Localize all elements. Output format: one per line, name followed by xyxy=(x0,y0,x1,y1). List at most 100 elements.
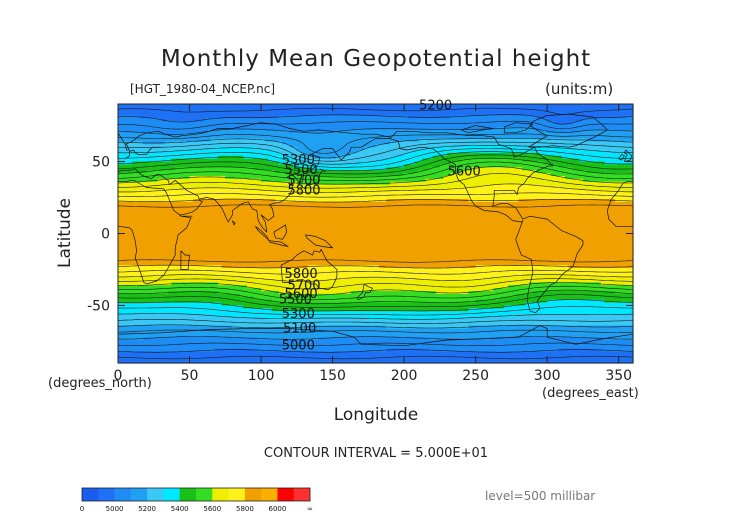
colorbar-label-3: 5400 xyxy=(171,505,189,513)
coastline-17 xyxy=(125,122,390,145)
coastline-2 xyxy=(117,168,203,217)
colorbar-cell-5 xyxy=(163,488,181,501)
contour-line-5500 xyxy=(117,157,634,305)
coastline-11 xyxy=(528,113,608,148)
contour-line-5450 xyxy=(117,154,634,308)
coastline-5 xyxy=(280,248,338,290)
contour-label-5300: 5300 xyxy=(282,153,315,168)
x-tick-label-50: 50 xyxy=(181,368,199,384)
coastline-7 xyxy=(273,224,288,240)
contour-label-5800: 5800 xyxy=(287,183,320,198)
colorbar-cell-11 xyxy=(261,488,278,501)
x-tick-label-100: 100 xyxy=(248,368,275,384)
x-axis-unit-label: (degrees_east) xyxy=(542,386,639,401)
colorbar-label-5: 5800 xyxy=(236,505,254,513)
coastline-8 xyxy=(305,234,333,249)
contour-lines xyxy=(117,107,634,360)
contour-label-5300: 5300 xyxy=(282,307,315,322)
contour-line-5650 xyxy=(117,173,633,290)
coastline-1 xyxy=(606,181,633,227)
colorbar-frame xyxy=(81,487,311,502)
axis-ticks: 0 50 100 150 200 250 300 350 50 0 -50 xyxy=(87,104,633,384)
x-tick-label-250: 250 xyxy=(462,368,489,384)
contour-line-5250 xyxy=(117,141,634,324)
colorbar-cell-1 xyxy=(98,488,115,501)
coastline-3 xyxy=(199,138,390,233)
coastline-21 xyxy=(117,325,634,347)
colorbar-cell-6 xyxy=(179,488,197,501)
coastline-13 xyxy=(460,125,494,134)
contour-line-5100 xyxy=(117,127,633,340)
coastline-15 xyxy=(618,154,625,161)
x-tick-label-200: 200 xyxy=(391,368,418,384)
coastlines xyxy=(117,113,634,347)
coastline-10 xyxy=(389,130,584,313)
colorbar-label-6: 6000 xyxy=(268,505,286,513)
contour-label-5200: 5200 xyxy=(419,98,452,113)
x-tick-label-300: 300 xyxy=(534,368,561,384)
units-label: (units:m) xyxy=(545,80,614,98)
colorbar-cell-4 xyxy=(147,488,164,501)
contour-line-5300 xyxy=(118,145,634,320)
colorbar-label-7: ∞ xyxy=(307,505,313,513)
y-tick-label--50: -50 xyxy=(87,298,110,314)
contour-label-5800: 5800 xyxy=(285,267,318,282)
coastline-16 xyxy=(125,146,161,159)
contour-label-5600: 5600 xyxy=(448,165,481,180)
colorbar-cell-12 xyxy=(277,488,295,501)
colorbar-label-4: 5600 xyxy=(203,505,221,513)
y-tick-label-0: 0 xyxy=(101,227,110,243)
contour-line-5750 xyxy=(117,192,634,275)
contour-line-5850 xyxy=(117,204,634,263)
contour-line-5700 xyxy=(118,183,634,282)
coastline-14 xyxy=(624,149,632,162)
y-tick-label-50: 50 xyxy=(92,155,110,171)
contour-fill-field xyxy=(118,104,634,364)
contour-line-5400 xyxy=(117,151,634,312)
coastline-4 xyxy=(303,168,326,190)
coastline-20 xyxy=(232,220,236,226)
colorbar-cell-7 xyxy=(196,488,213,501)
colorbar-cell-13 xyxy=(293,488,311,501)
contour-label-5700: 5700 xyxy=(287,173,320,188)
contour-label-5500: 5500 xyxy=(285,163,318,178)
x-axis-label: Longitude xyxy=(333,405,419,425)
contour-line-4950 xyxy=(117,107,634,360)
coastline-12 xyxy=(503,122,534,134)
colorbar-cell-2 xyxy=(114,488,132,501)
x-tick-label-350: 350 xyxy=(605,368,632,384)
colorbar-label-2: 5200 xyxy=(138,505,156,513)
contour-labels: 5200530055005700580056005800570056005500… xyxy=(279,98,481,353)
colorbar-label-1: 5000 xyxy=(106,505,124,513)
file-label: [HGT_1980-04_NCEP.nc] xyxy=(130,82,276,96)
contour-label-5000: 5000 xyxy=(282,339,315,354)
contour-line-5350 xyxy=(118,148,634,316)
x-tick-label-150: 150 xyxy=(319,368,346,384)
contour-line-5200 xyxy=(117,138,634,329)
contour-label-5600: 5600 xyxy=(285,287,318,302)
coastline-19 xyxy=(180,250,190,270)
colorbar-label-0: 0 xyxy=(80,505,84,513)
y-axis-unit-label: (degrees_north) xyxy=(48,376,152,391)
coastline-0 xyxy=(117,179,192,285)
level-label: level=500 millibar xyxy=(485,489,596,503)
colorbar-cell-3 xyxy=(130,488,148,501)
coastline-18 xyxy=(117,132,130,151)
contour-line-5050 xyxy=(117,120,634,346)
contour-label-5700: 5700 xyxy=(287,278,320,293)
y-axis-label: Latitude xyxy=(55,198,75,268)
contour-line-5150 xyxy=(117,133,634,334)
coastline-6 xyxy=(255,226,289,247)
coastline-9 xyxy=(356,283,373,301)
colorbar-cell-0 xyxy=(82,488,99,501)
contour-label-5100: 5100 xyxy=(283,322,316,337)
contour-interval-label: CONTOUR INTERVAL = 5.000E+01 xyxy=(263,446,489,461)
colorbar-cell-8 xyxy=(212,488,229,501)
chart-title: Monthly Mean Geopotential height xyxy=(160,46,592,72)
colorbar-cell-9 xyxy=(228,488,246,501)
contour-line-5000 xyxy=(117,114,634,353)
contour-label-5500: 5500 xyxy=(279,293,312,308)
colorbar-cell-10 xyxy=(244,488,262,501)
contour-line-5550 xyxy=(117,161,634,301)
